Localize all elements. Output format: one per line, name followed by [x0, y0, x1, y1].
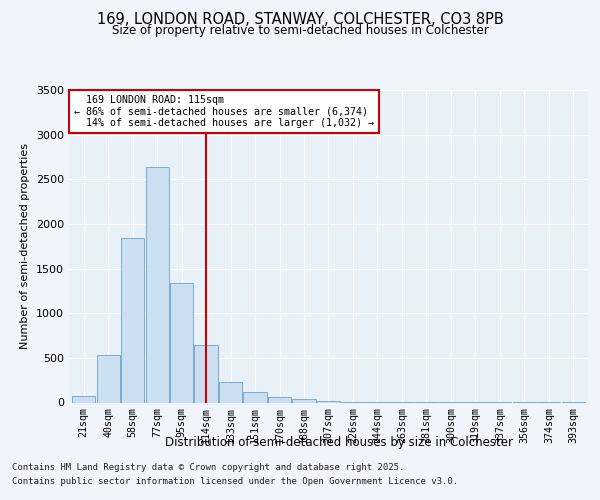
Bar — [72, 396, 95, 402]
Bar — [292, 399, 316, 402]
Bar — [194, 346, 218, 403]
Y-axis label: Number of semi-detached properties: Number of semi-detached properties — [20, 143, 31, 349]
Bar — [219, 382, 242, 402]
Text: Contains HM Land Registry data © Crown copyright and database right 2025.: Contains HM Land Registry data © Crown c… — [12, 464, 404, 472]
Bar — [244, 392, 266, 402]
Text: 169, LONDON ROAD, STANWAY, COLCHESTER, CO3 8PB: 169, LONDON ROAD, STANWAY, COLCHESTER, C… — [97, 12, 503, 28]
Bar — [268, 396, 291, 402]
Text: Distribution of semi-detached houses by size in Colchester: Distribution of semi-detached houses by … — [165, 436, 513, 449]
Bar — [121, 238, 144, 402]
Bar — [97, 355, 120, 403]
Text: Contains public sector information licensed under the Open Government Licence v3: Contains public sector information licen… — [12, 477, 458, 486]
Bar — [146, 167, 169, 402]
Text: Size of property relative to semi-detached houses in Colchester: Size of property relative to semi-detach… — [112, 24, 488, 37]
Bar — [170, 283, 193, 403]
Bar — [317, 401, 340, 402]
Text: 169 LONDON ROAD: 115sqm
← 86% of semi-detached houses are smaller (6,374)
  14% : 169 LONDON ROAD: 115sqm ← 86% of semi-de… — [74, 94, 374, 128]
